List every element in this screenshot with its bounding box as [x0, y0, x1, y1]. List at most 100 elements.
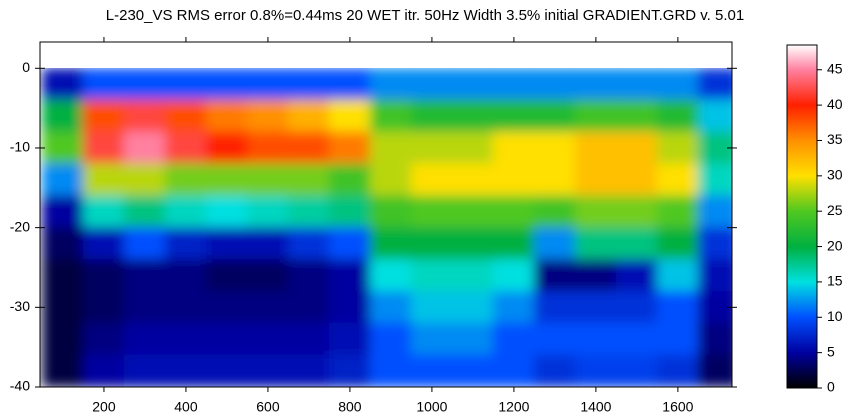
heatmap-cell [246, 131, 289, 165]
heatmap-cell [656, 195, 699, 229]
heatmap-cell [287, 195, 330, 229]
heatmap-cell [369, 227, 412, 261]
heatmap-cell [369, 322, 412, 356]
y-tick-label: -10 [10, 139, 30, 155]
heatmap-cell [492, 195, 535, 229]
heatmap-cell [574, 322, 617, 356]
heatmap-cell [205, 290, 248, 324]
heatmap-cell [656, 163, 699, 197]
heatmap-cell [410, 290, 453, 324]
heatmap-cell [41, 99, 84, 133]
heatmap-cell [82, 290, 125, 324]
x-tick-label: 800 [338, 399, 362, 415]
heatmap-cell [328, 290, 371, 324]
heatmap-cell [615, 259, 658, 292]
heatmap-cell [533, 163, 576, 197]
x-tick-label: 1600 [662, 399, 693, 415]
heatmap-cell [328, 99, 371, 133]
heatmap-cell [451, 195, 494, 229]
colorbar-tick-label: 45 [827, 60, 843, 76]
heatmap-cell [451, 99, 494, 133]
heatmap-cell [533, 99, 576, 133]
heatmap-cell [574, 163, 617, 197]
heatmap-cell [164, 99, 207, 133]
colorbar-tick-label: 35 [827, 131, 843, 147]
heatmap-cell [41, 68, 84, 101]
heatmap-cell [205, 163, 248, 197]
heatmap-cell [205, 68, 248, 101]
heatmap-cell [697, 322, 732, 356]
heatmap-cell [574, 354, 617, 387]
heatmap-cell [328, 354, 371, 387]
heatmap-cell [697, 131, 732, 165]
heatmap-cell [492, 259, 535, 292]
heatmap-cell [328, 259, 371, 292]
heatmap-cell [123, 354, 166, 387]
heatmap-cell [451, 68, 494, 101]
colorbar-tick-label: 25 [827, 202, 843, 218]
heatmap-cell [246, 99, 289, 133]
colorbar-tick-label: 20 [827, 237, 843, 253]
heatmap-cell [123, 227, 166, 261]
heatmap-cell [369, 68, 412, 101]
heatmap-cell [533, 354, 576, 387]
heatmap-cell [492, 99, 535, 133]
heatmap-cell [123, 68, 166, 101]
heatmap-cell [656, 354, 699, 387]
heatmap-cell [287, 322, 330, 356]
heatmap-cell [369, 354, 412, 387]
heatmap-cell [533, 290, 576, 324]
heatmap-cell [246, 163, 289, 197]
x-tick-label: 600 [256, 399, 280, 415]
heatmap-cell [615, 131, 658, 165]
heatmap-cell [492, 354, 535, 387]
heatmap-cell [164, 227, 207, 261]
colorbar-tick-label: 5 [827, 343, 835, 359]
heatmap-cell [82, 354, 125, 387]
heatmap-cell [41, 259, 84, 292]
heatmap-cell [656, 227, 699, 261]
heatmap-cell [287, 354, 330, 387]
heatmap-cell [246, 68, 289, 101]
heatmap-cell [410, 322, 453, 356]
heatmap-cell [41, 195, 84, 229]
heatmap-cell [410, 163, 453, 197]
heatmap-cell [328, 227, 371, 261]
x-tick-label: 1000 [416, 399, 447, 415]
heatmap-cell [533, 68, 576, 101]
heatmap-cell [205, 259, 248, 292]
heatmap-cell [451, 131, 494, 165]
heatmap-cell [697, 259, 732, 292]
heatmap-cell [82, 68, 125, 101]
heatmap-cell [246, 195, 289, 229]
heatmap-cell [164, 163, 207, 197]
heatmap-cell [533, 131, 576, 165]
heatmap-cell [533, 322, 576, 356]
heatmap-cell [656, 290, 699, 324]
heatmap-cell [328, 322, 371, 356]
heatmap-cell [656, 322, 699, 356]
heatmap-cell [574, 131, 617, 165]
heatmap-cell [574, 227, 617, 261]
heatmap-cell [615, 322, 658, 356]
heatmap-cell [369, 259, 412, 292]
colorbar-tick-label: 0 [827, 379, 835, 395]
heatmap-cell [697, 354, 732, 387]
heatmap-cell [205, 131, 248, 165]
heatmap-cell [164, 131, 207, 165]
heatmap-cell [451, 354, 494, 387]
heatmap [41, 68, 732, 387]
heatmap-cell [82, 227, 125, 261]
heatmap-cell [656, 68, 699, 101]
heatmap-cell [656, 259, 699, 292]
heatmap-cell [533, 259, 576, 292]
heatmap-cell [615, 68, 658, 101]
plot-frame [39, 41, 733, 388]
heatmap-cell [656, 99, 699, 133]
heatmap-cell [615, 354, 658, 387]
heatmap-cell [410, 99, 453, 133]
heatmap-cell [328, 163, 371, 197]
heatmap-cell [82, 163, 125, 197]
heatmap-cell [82, 259, 125, 292]
heatmap-cell [451, 322, 494, 356]
